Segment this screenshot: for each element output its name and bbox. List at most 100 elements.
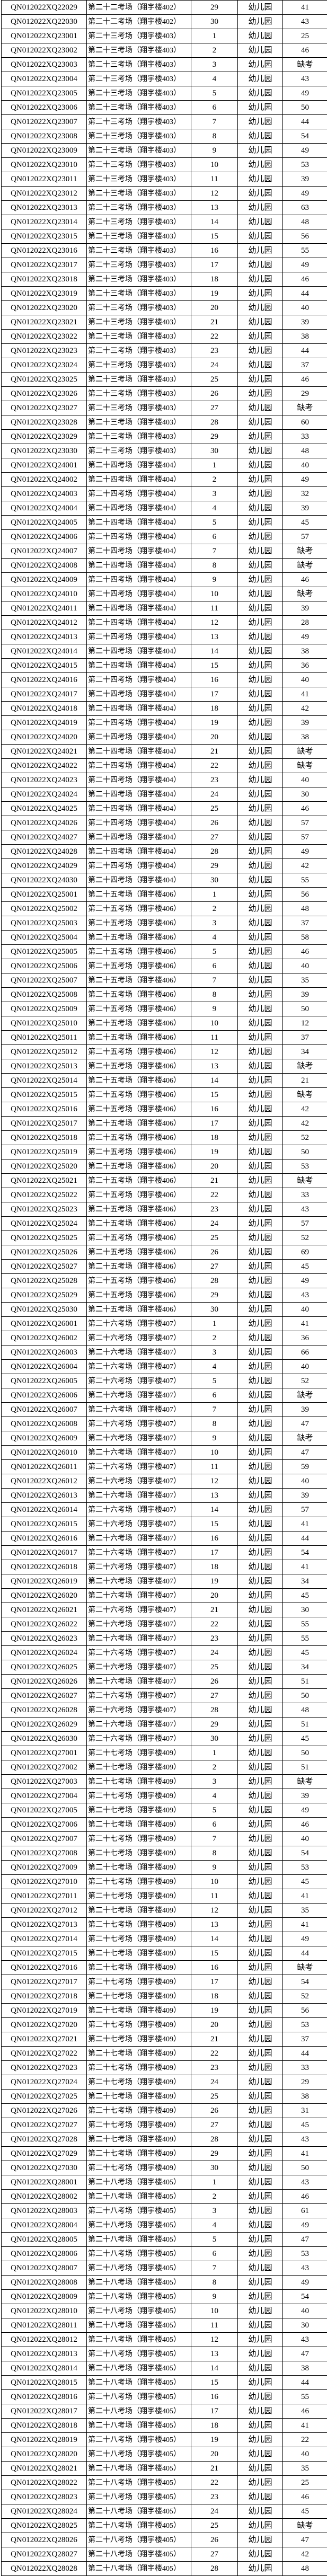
seat-number-cell: 27 xyxy=(191,401,238,415)
seat-number-cell: 7 xyxy=(191,1403,238,1417)
score-cell: 57 xyxy=(283,830,327,845)
exam-room-cell: 第二十五考场（翔宇楼406） xyxy=(87,1159,191,1174)
exam-code-cell: QN012022XQ23006 xyxy=(2,101,87,115)
score-cell: 34 xyxy=(283,1574,327,1589)
seat-number-cell: 7 xyxy=(191,2261,238,2276)
category-cell: 幼儿园 xyxy=(238,716,283,730)
category-cell: 幼儿园 xyxy=(238,1460,283,1474)
exam-code-cell: QN012022XQ27021 xyxy=(2,2032,87,2047)
category-cell: 幼儿园 xyxy=(238,1818,283,1832)
exam-code-cell: QN012022XQ24022 xyxy=(2,759,87,773)
exam-code-cell: QN012022XQ25030 xyxy=(2,1303,87,1317)
exam-room-cell: 第二十六考场（翔宇楼407） xyxy=(87,1489,191,1503)
category-cell: 幼儿园 xyxy=(238,1603,283,1617)
exam-code-cell: QN012022XQ24011 xyxy=(2,601,87,616)
exam-room-cell: 第二十五考场（翔宇楼406） xyxy=(87,1217,191,1231)
seat-number-cell: 25 xyxy=(191,373,238,387)
exam-room-cell: 第二十二考场（翔宇楼402） xyxy=(87,15,191,29)
score-cell: 45 xyxy=(283,1589,327,1603)
seat-number-cell: 1 xyxy=(191,458,238,473)
exam-room-cell: 第二十七考场（翔宇楼409） xyxy=(87,2061,191,2075)
category-cell: 幼儿园 xyxy=(238,573,283,587)
seat-number-cell: 12 xyxy=(191,2333,238,2347)
score-cell: 41 xyxy=(283,1560,327,1574)
score-cell: 54 xyxy=(283,2290,327,2304)
score-cell: 53 xyxy=(283,1159,327,1174)
seat-number-cell: 10 xyxy=(191,2304,238,2318)
seat-number-cell: 10 xyxy=(191,1016,238,1031)
seat-number-cell: 5 xyxy=(191,1803,238,1818)
seat-number-cell: 6 xyxy=(191,1818,238,1832)
exam-code-cell: QN012022XQ26027 xyxy=(2,1689,87,1703)
category-cell: 幼儿园 xyxy=(238,430,283,444)
category-cell: 幼儿园 xyxy=(238,444,283,458)
score-cell: 46 xyxy=(283,573,327,587)
exam-room-cell: 第二十五考场（翔宇楼406） xyxy=(87,1088,191,1102)
exam-code-cell: QN012022XQ23029 xyxy=(2,430,87,444)
score-cell: 40 xyxy=(283,2304,327,2318)
category-cell: 幼儿园 xyxy=(238,415,283,430)
exam-room-cell: 第二十三考场（翔宇楼403） xyxy=(87,287,191,301)
exam-room-cell: 第二十六考场（翔宇楼407） xyxy=(87,1345,191,1360)
score-cell: 54 xyxy=(283,1975,327,1989)
exam-code-cell: QN012022XQ23021 xyxy=(2,315,87,330)
category-cell: 幼儿园 xyxy=(238,1746,283,1760)
exam-code-cell: QN012022XQ27013 xyxy=(2,1918,87,1932)
exam-code-cell: QN012022XQ24009 xyxy=(2,573,87,587)
exam-code-cell: QN012022XQ23008 xyxy=(2,129,87,144)
exam-code-cell: QN012022XQ23009 xyxy=(2,144,87,158)
exam-code-cell: QN012022XQ24028 xyxy=(2,845,87,859)
score-cell: 49 xyxy=(283,1274,327,1288)
exam-code-cell: QN012022XQ25021 xyxy=(2,1174,87,1188)
exam-room-cell: 第二十六考场（翔宇楼407） xyxy=(87,1503,191,1517)
score-cell: 51 xyxy=(283,1675,327,1689)
exam-room-cell: 第二十六考场（翔宇楼407） xyxy=(87,1689,191,1703)
category-cell: 幼儿园 xyxy=(238,2476,283,2490)
exam-room-cell: 第二十六考场（翔宇楼407） xyxy=(87,1360,191,1374)
exam-room-cell: 第二十四考场（翔宇楼404） xyxy=(87,773,191,787)
score-cell: 43 xyxy=(283,1288,327,1303)
seat-number-cell: 9 xyxy=(191,1431,238,1446)
score-cell: 33 xyxy=(283,2061,327,2075)
category-cell: 幼儿园 xyxy=(238,1388,283,1403)
exam-room-cell: 第二十八考场（翔宇楼405） xyxy=(87,2247,191,2261)
exam-code-cell: QN012022XQ23028 xyxy=(2,415,87,430)
score-cell: 39 xyxy=(283,716,327,730)
exam-room-cell: 第二十七考场（翔宇楼409） xyxy=(87,2018,191,2032)
exam-code-cell: QN012022XQ24018 xyxy=(2,702,87,716)
exam-room-cell: 第二十六考场（翔宇楼407） xyxy=(87,1646,191,1660)
category-cell: 幼儿园 xyxy=(238,86,283,101)
seat-number-cell: 13 xyxy=(191,201,238,215)
category-cell: 幼儿园 xyxy=(238,287,283,301)
exam-room-cell: 第二十三考场（翔宇楼403） xyxy=(87,172,191,187)
category-cell: 幼儿园 xyxy=(238,745,283,759)
seat-number-cell: 20 xyxy=(191,1589,238,1603)
category-cell: 幼儿园 xyxy=(238,1031,283,1045)
exam-code-cell: QN012022XQ27008 xyxy=(2,1846,87,1861)
category-cell: 幼儿园 xyxy=(238,830,283,845)
seat-number-cell: 2 xyxy=(191,1331,238,1345)
seat-number-cell: 2 xyxy=(191,902,238,916)
score-cell: 41 xyxy=(283,2419,327,2433)
score-cell: 33 xyxy=(283,430,327,444)
